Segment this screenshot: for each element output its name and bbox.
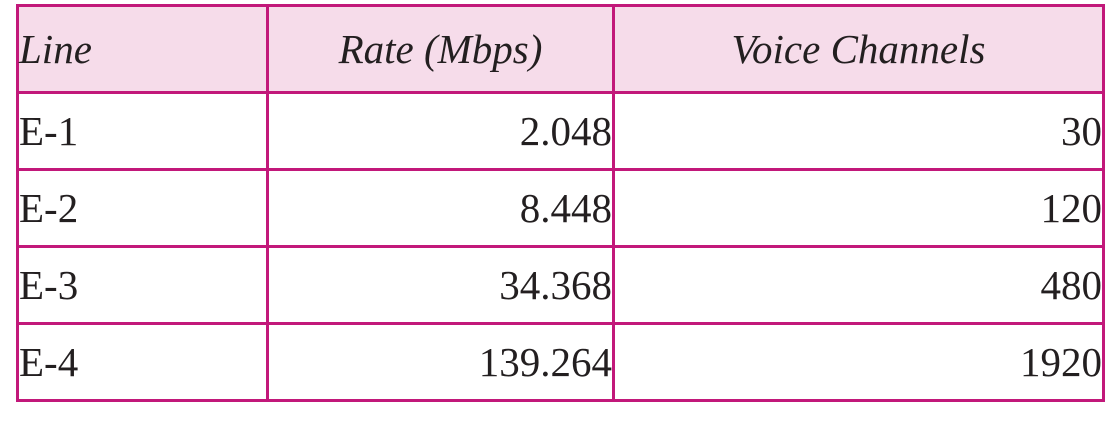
cell-line: E-4 — [16, 322, 269, 402]
table-row: E-2 8.448 120 — [16, 168, 1105, 248]
cell-voice-channels: 1920 — [612, 322, 1105, 402]
cell-voice-channels: 30 — [612, 91, 1105, 171]
cell-rate: 34.368 — [266, 245, 615, 325]
table-header: Line Rate (Mbps) Voice Channels — [16, 4, 1105, 94]
cell-rate: 139.264 — [266, 322, 615, 402]
cell-rate: 2.048 — [266, 91, 615, 171]
cell-line: E-1 — [16, 91, 269, 171]
cell-line: E-2 — [16, 168, 269, 248]
cell-voice-channels: 480 — [612, 245, 1105, 325]
header-rate: Rate (Mbps) — [266, 4, 615, 94]
header-row: Line Rate (Mbps) Voice Channels — [16, 4, 1105, 94]
header-line: Line — [16, 4, 269, 94]
e-line-table-container: Line Rate (Mbps) Voice Channels E-1 2.04… — [16, 4, 1105, 402]
table-row: E-1 2.048 30 — [16, 91, 1105, 171]
table-body: E-1 2.048 30 E-2 8.448 120 E-3 34.368 48… — [16, 91, 1105, 402]
cell-line: E-3 — [16, 245, 269, 325]
e-line-rates-table: Line Rate (Mbps) Voice Channels E-1 2.04… — [16, 4, 1105, 402]
cell-voice-channels: 120 — [612, 168, 1105, 248]
header-voice-channels: Voice Channels — [612, 4, 1105, 94]
cell-rate: 8.448 — [266, 168, 615, 248]
table-row: E-3 34.368 480 — [16, 245, 1105, 325]
table-row: E-4 139.264 1920 — [16, 322, 1105, 402]
